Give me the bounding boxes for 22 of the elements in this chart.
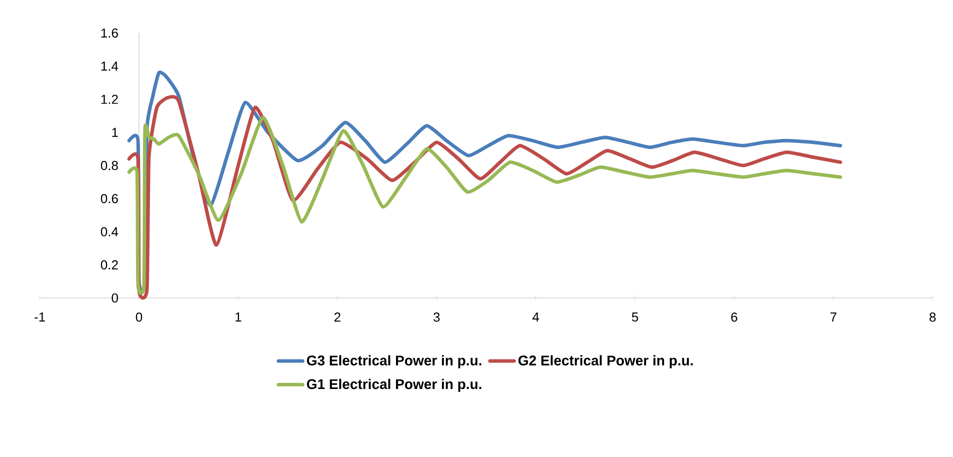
- y-tick-label: 1: [112, 128, 118, 137]
- legend-label: G2 Electrical Power in p.u.: [518, 355, 693, 368]
- y-tick-label: 1.4: [101, 62, 118, 71]
- legend-label: G3 Electrical Power in p.u.: [306, 355, 482, 368]
- y-tick-label: 1.6: [101, 28, 118, 38]
- y-tick-label: 0.8: [100, 160, 118, 170]
- legend-label: G1 Electrical Power in p.u.: [306, 378, 482, 392]
- y-tick-label: 1.2: [101, 94, 118, 104]
- x-tick-label: 4: [532, 312, 540, 322]
- x-tick-label: 2: [334, 312, 340, 322]
- x-tick-label: 1: [236, 312, 242, 322]
- y-tick-label: 0.2: [100, 260, 118, 270]
- y-tick-label: 0.4: [100, 227, 118, 236]
- x-tick-label: 0: [136, 312, 142, 322]
- x-tick-label: 7: [830, 312, 836, 322]
- y-tick-label: 0: [112, 293, 118, 303]
- x-tick-label: 6: [731, 312, 738, 322]
- x-tick-label: 5: [632, 312, 638, 322]
- x-tick-label: 8: [930, 312, 936, 322]
- x-tick-label: -1: [34, 312, 45, 322]
- x-tick-label: 3: [433, 312, 440, 322]
- y-tick-label: 0.6: [100, 194, 118, 204]
